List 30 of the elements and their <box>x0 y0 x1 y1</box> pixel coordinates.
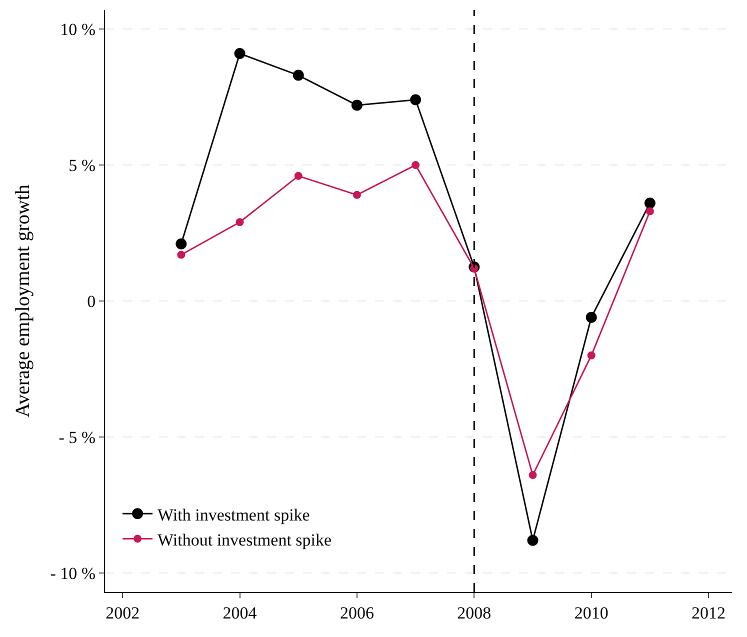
legend-label: Without investment spike <box>158 530 332 550</box>
y-tick-label: - 5 % <box>58 428 96 447</box>
y-tick-label: - 10 % <box>50 564 96 583</box>
x-tick-label: 2002 <box>106 603 140 622</box>
x-tick-label: 2006 <box>340 603 374 622</box>
point <box>234 48 246 60</box>
y-tick-label: 5 % <box>68 156 96 175</box>
x-tick-label: 2004 <box>222 603 258 622</box>
x-tick-label: 2008 <box>457 603 492 622</box>
point <box>587 351 596 360</box>
point <box>528 471 537 480</box>
point <box>410 94 422 106</box>
point <box>646 207 654 216</box>
point <box>351 100 362 111</box>
point <box>236 218 244 226</box>
point <box>644 198 656 209</box>
point <box>527 534 538 546</box>
legend-label: With investment spike <box>158 505 310 524</box>
x-tick-label: 2012 <box>692 603 726 622</box>
point <box>292 70 304 81</box>
point <box>412 161 420 170</box>
point <box>177 250 186 259</box>
y-tick-label: 0 <box>87 292 96 311</box>
point <box>294 172 302 180</box>
y-axis-title: Average employment growth <box>12 184 34 418</box>
y-tick-label: 10 % <box>60 20 96 39</box>
point <box>586 312 597 323</box>
point <box>176 238 187 250</box>
point <box>352 190 361 199</box>
x-tick-label: 2010 <box>574 603 608 622</box>
